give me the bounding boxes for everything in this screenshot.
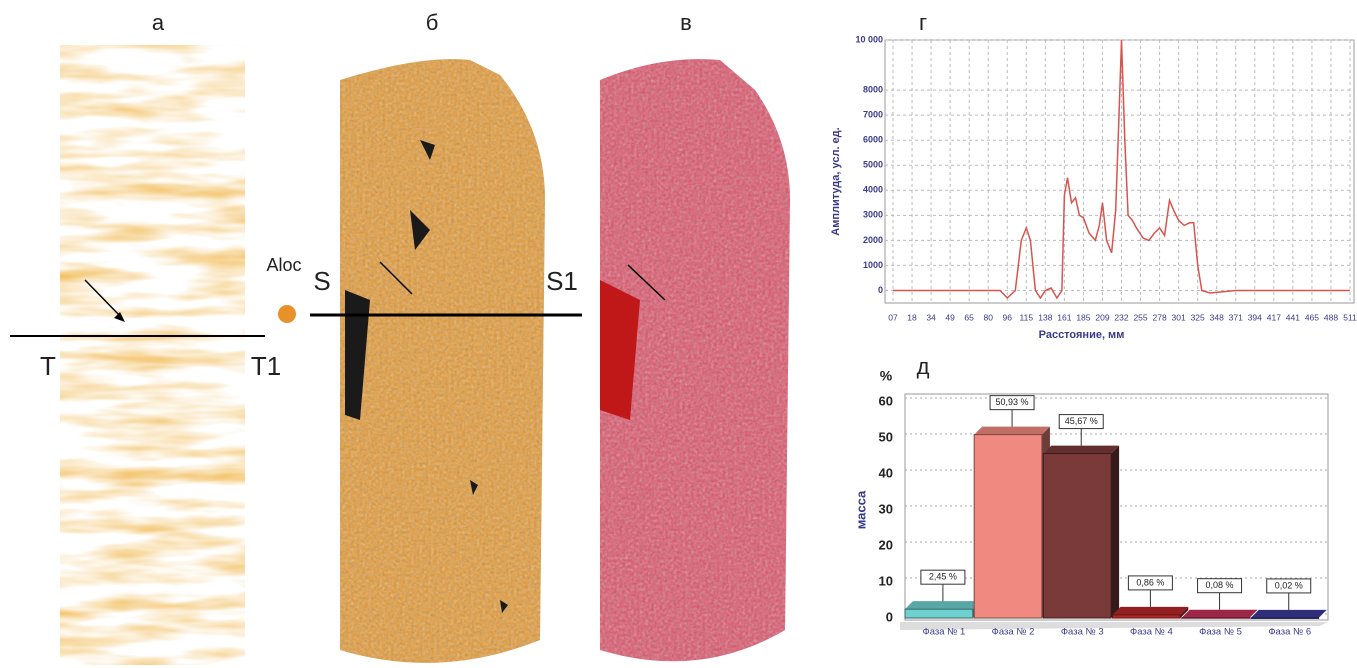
y-tick-label: 20 [879, 537, 893, 552]
y-tick-label: 0 [878, 285, 883, 295]
x-tick-label: 348 [1210, 312, 1224, 322]
y-tick-label: 60 [879, 393, 893, 408]
bar [974, 435, 1042, 618]
x-tick-label: 115 [1020, 312, 1034, 322]
x-tick-label: 18 [907, 312, 917, 322]
x-tick-label: 301 [1172, 312, 1186, 322]
bar [905, 609, 973, 618]
x-tick-label: Фаза № 6 [1268, 627, 1311, 638]
x-tick-label: 80 [983, 312, 993, 322]
y-tick-label: 10 [879, 573, 893, 588]
bar [1251, 618, 1319, 619]
x-tick-label: 49 [945, 312, 955, 322]
x-tick-label: 278 [1152, 312, 1166, 322]
bar-top [1182, 610, 1258, 618]
x-tick-label: 185 [1076, 312, 1090, 322]
panel-label: б [426, 10, 439, 35]
x-tick-label: 161 [1057, 312, 1071, 322]
image-label: T [40, 351, 56, 381]
bar-top [1113, 607, 1189, 615]
image-texture [60, 45, 245, 665]
x-tick-label: 488 [1324, 312, 1338, 322]
y-axis-title: масса [853, 490, 868, 529]
x-tick-label: 511 [1343, 312, 1357, 322]
x-tick-label: 65 [964, 312, 974, 322]
value-label: 0,86 % [1136, 577, 1164, 587]
image-b [310, 50, 582, 668]
panel-label: г [919, 10, 927, 35]
value-label: 2,45 % [929, 572, 957, 582]
x-tick-label: 96 [1003, 312, 1013, 322]
x-axis-title: Расстояние, мм [1039, 329, 1125, 341]
x-tick-label: 209 [1095, 312, 1109, 322]
y-tick-label: 5000 [863, 160, 883, 170]
y-tick-label: 2000 [863, 235, 883, 245]
y-tick-label: 4000 [863, 185, 883, 195]
panel-label: в [680, 10, 692, 35]
bar-side [1111, 446, 1119, 618]
y-tick-label: 3000 [863, 210, 883, 220]
y-tick-label: 10 000 [855, 34, 883, 44]
x-tick-label: 34 [926, 312, 936, 322]
y-tick-label: 50 [879, 429, 893, 444]
x-tick-label: 394 [1248, 312, 1262, 322]
value-label: 0,02 % [1275, 580, 1303, 590]
y-tick-label: 8000 [863, 84, 883, 94]
bar-top [905, 601, 981, 609]
bar [1113, 615, 1181, 618]
x-tick-label: 232 [1114, 312, 1128, 322]
bar-top [1251, 610, 1327, 618]
value-label: 45,67 % [1065, 416, 1098, 426]
y-unit: % [880, 368, 893, 384]
y-axis-title: Амплитуда, усл. ед. [830, 127, 842, 235]
bar-top [1043, 446, 1119, 454]
panel-label: а [152, 10, 165, 35]
image-c [590, 50, 800, 668]
value-label: 50,93 % [996, 397, 1029, 407]
panel-label: д [917, 354, 930, 379]
y-tick-label: 40 [879, 465, 893, 480]
image-label: Aloc [266, 255, 301, 275]
x-tick-label: Фаза № 1 [922, 627, 965, 638]
x-tick-label: 325 [1191, 312, 1205, 322]
value-label: 0,08 % [1206, 580, 1234, 590]
bar-top [974, 427, 1050, 435]
y-tick-label: 6000 [863, 135, 883, 145]
figure: а б в г д T T1 Aloc S S1 07 18 34 49 65 80 96 1… [0, 0, 1357, 668]
x-tick-label: 465 [1305, 312, 1319, 322]
x-tick-label: 255 [1133, 312, 1147, 322]
y-tick-label: 1000 [863, 260, 883, 270]
aloc-marker [278, 305, 296, 323]
x-tick-label: Фаза № 2 [992, 627, 1035, 638]
x-tick-label: 441 [1286, 312, 1300, 322]
bar [1182, 618, 1250, 619]
y-tick-label: 7000 [863, 110, 883, 120]
x-tick-label: 417 [1267, 312, 1281, 322]
y-tick-label: 30 [879, 501, 893, 516]
x-tick-label: Фаза № 5 [1199, 627, 1242, 638]
x-tick-label: Фаза № 3 [1061, 627, 1104, 638]
x-tick-label: 371 [1229, 312, 1243, 322]
image-label: S [313, 266, 330, 296]
image-label: S1 [546, 266, 578, 296]
image-label: T1 [251, 351, 281, 381]
bar [1043, 454, 1111, 618]
x-tick-label: 07 [888, 312, 898, 322]
y-tick-label: 0 [886, 609, 893, 624]
x-tick-label: Фаза № 4 [1130, 627, 1173, 638]
x-tick-label: 138 [1038, 312, 1052, 322]
